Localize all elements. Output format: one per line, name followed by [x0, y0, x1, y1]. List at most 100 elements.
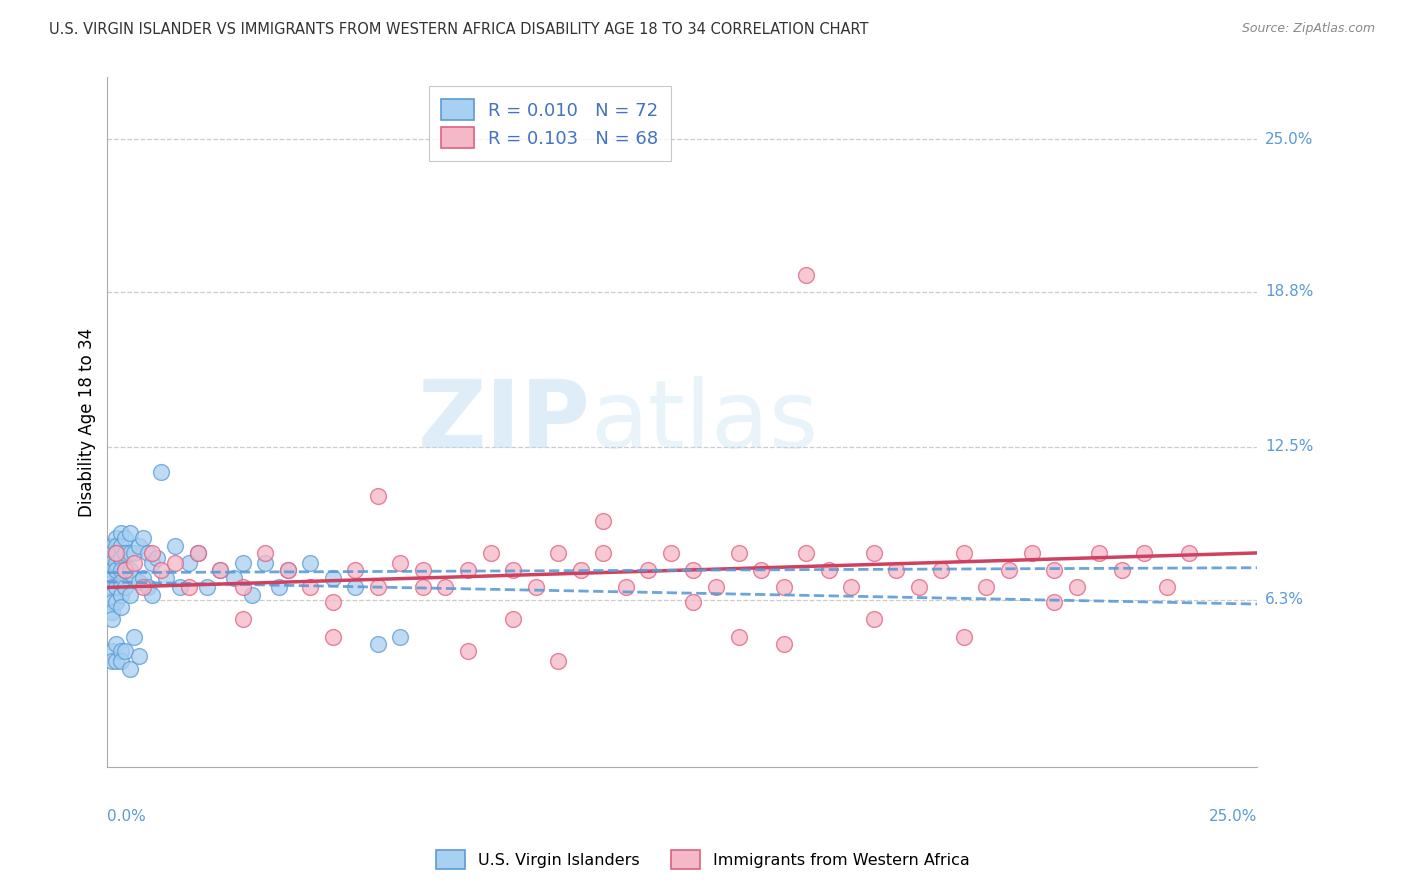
Point	[727, 546, 749, 560]
Point	[547, 654, 569, 668]
Point	[908, 581, 931, 595]
Point	[592, 514, 614, 528]
Point	[412, 563, 434, 577]
Text: 25.0%: 25.0%	[1209, 809, 1257, 823]
Point	[1178, 546, 1201, 560]
Point	[299, 581, 322, 595]
Point	[101, 570, 124, 584]
Point	[105, 563, 128, 577]
Text: 18.8%: 18.8%	[1265, 285, 1313, 300]
Point	[794, 268, 817, 282]
Text: U.S. VIRGIN ISLANDER VS IMMIGRANTS FROM WESTERN AFRICA DISABILITY AGE 18 TO 34 C: U.S. VIRGIN ISLANDER VS IMMIGRANTS FROM …	[49, 22, 869, 37]
Point	[412, 581, 434, 595]
Point	[187, 546, 209, 560]
Point	[110, 654, 132, 668]
Point	[222, 570, 245, 584]
Point	[150, 465, 173, 479]
Point	[118, 526, 141, 541]
Point	[839, 581, 862, 595]
Point	[114, 563, 136, 577]
Point	[1021, 546, 1043, 560]
Point	[659, 546, 682, 560]
Point	[105, 637, 128, 651]
Point	[110, 575, 132, 590]
Point	[232, 556, 254, 570]
Legend: R = 0.010   N = 72, R = 0.103   N = 68: R = 0.010 N = 72, R = 0.103 N = 68	[429, 87, 671, 161]
Point	[114, 581, 136, 595]
Point	[614, 581, 637, 595]
Point	[1066, 581, 1088, 595]
Point	[105, 581, 128, 595]
Point	[169, 581, 191, 595]
Point	[1156, 581, 1178, 595]
Y-axis label: Disability Age 18 to 34: Disability Age 18 to 34	[79, 327, 96, 517]
Text: atlas: atlas	[591, 376, 818, 468]
Point	[457, 644, 479, 658]
Point	[105, 539, 128, 553]
Point	[931, 563, 953, 577]
Point	[209, 563, 232, 577]
Point	[105, 556, 128, 570]
Point	[1043, 563, 1066, 577]
Point	[128, 649, 150, 664]
Point	[101, 539, 124, 553]
Point	[101, 563, 124, 577]
Point	[101, 612, 124, 626]
Point	[953, 546, 976, 560]
Point	[772, 637, 794, 651]
Point	[114, 531, 136, 545]
Point	[110, 526, 132, 541]
Point	[163, 539, 186, 553]
Point	[124, 556, 146, 570]
Point	[101, 595, 124, 609]
Point	[277, 563, 299, 577]
Point	[101, 644, 124, 658]
Point	[132, 570, 155, 584]
Point	[524, 581, 547, 595]
Point	[254, 546, 277, 560]
Point	[637, 563, 659, 577]
Text: 6.3%: 6.3%	[1265, 592, 1305, 607]
Point	[479, 546, 502, 560]
Point	[101, 654, 124, 668]
Text: ZIP: ZIP	[418, 376, 591, 468]
Point	[177, 556, 200, 570]
Point	[105, 595, 128, 609]
Point	[434, 581, 457, 595]
Point	[502, 563, 524, 577]
Point	[367, 489, 389, 503]
Point	[299, 556, 322, 570]
Point	[105, 531, 128, 545]
Point	[817, 563, 839, 577]
Point	[132, 531, 155, 545]
Point	[163, 45, 186, 60]
Point	[976, 581, 998, 595]
Point	[128, 575, 150, 590]
Point	[953, 630, 976, 644]
Legend: U.S. Virgin Islanders, Immigrants from Western Africa: U.S. Virgin Islanders, Immigrants from W…	[430, 844, 976, 875]
Point	[124, 546, 146, 560]
Point	[389, 630, 412, 644]
Point	[110, 600, 132, 615]
Point	[1088, 546, 1111, 560]
Point	[105, 546, 128, 560]
Point	[118, 662, 141, 676]
Point	[110, 563, 132, 577]
Point	[322, 570, 344, 584]
Point	[277, 563, 299, 577]
Point	[1043, 595, 1066, 609]
Text: 25.0%: 25.0%	[1265, 131, 1313, 146]
Point	[240, 588, 263, 602]
Point	[105, 546, 128, 560]
Point	[344, 581, 367, 595]
Point	[110, 588, 132, 602]
Text: 12.5%: 12.5%	[1265, 440, 1313, 455]
Point	[1133, 546, 1156, 560]
Point	[232, 612, 254, 626]
Point	[195, 581, 218, 595]
Point	[101, 556, 124, 570]
Point	[209, 563, 232, 577]
Point	[124, 570, 146, 584]
Point	[136, 546, 159, 560]
Point	[232, 581, 254, 595]
